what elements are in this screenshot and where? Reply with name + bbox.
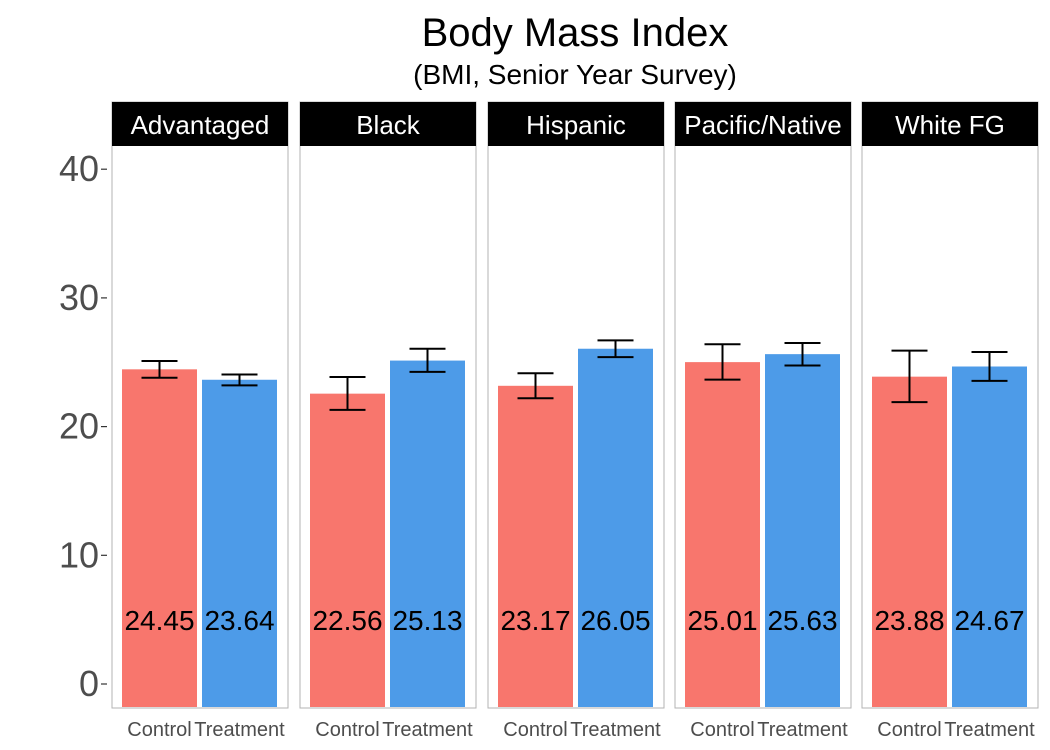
- x-tick-label: Control: [315, 719, 379, 741]
- bar-treatment: [765, 354, 840, 707]
- y-tick-label: 40: [59, 148, 99, 189]
- facet-strip: [112, 102, 288, 146]
- facet-panel: White FG 23.88 Control 24.67 Treatment: [861, 101, 1039, 741]
- x-tick-label: Control: [503, 719, 567, 741]
- y-tick-label: 0: [79, 663, 99, 704]
- facet-strip-label: Black: [356, 110, 421, 140]
- y-tick-label: 30: [59, 277, 99, 318]
- bar-value-label: 23.17: [500, 605, 570, 636]
- bar-control: [872, 376, 947, 707]
- y-tick-label: 10: [59, 534, 99, 575]
- error-bar: [221, 373, 258, 387]
- error-bar: [891, 349, 928, 404]
- bar-value-label: 24.45: [124, 605, 194, 636]
- facet-strip-label: White FG: [895, 110, 1005, 140]
- x-tick-label: Treatment: [570, 719, 661, 741]
- bar-value-label: 23.88: [874, 605, 944, 636]
- x-tick-label: Control: [877, 719, 941, 741]
- x-tick-label: Treatment: [944, 719, 1035, 741]
- bar-value-label: 24.67: [954, 605, 1024, 636]
- x-tick-label: Treatment: [194, 719, 285, 741]
- y-axis: 0 10 20 30 40: [59, 148, 107, 704]
- facet-panel: Hispanic 23.17 Control 26.05 Treatment: [487, 101, 665, 741]
- bar-value-label: 25.01: [687, 605, 757, 636]
- facet-panel: Advantaged 24.45 Control 23.64 Treatment: [111, 101, 289, 741]
- bar-control: [685, 362, 760, 707]
- x-tick-label: Treatment: [382, 719, 473, 741]
- facet-panels: Advantaged24.45Control23.64TreatmentBlac…: [111, 101, 1039, 741]
- facet-strip-label: Pacific/Native: [684, 110, 842, 140]
- bar-control: [122, 369, 197, 707]
- bar-value-label: 22.56: [312, 605, 382, 636]
- x-tick-label: Treatment: [757, 719, 848, 741]
- facet-strip: [300, 102, 476, 146]
- error-bar: [597, 339, 634, 359]
- error-bar: [409, 347, 446, 373]
- chart-subtitle: (BMI, Senior Year Survey): [413, 59, 737, 90]
- facet-strip-label: Hispanic: [526, 110, 626, 140]
- facet-panel: Pacific/Native 25.01 Control 25.63 Treatment: [674, 101, 852, 741]
- facet-strip: [675, 102, 851, 146]
- error-bar: [784, 341, 821, 367]
- error-bar: [329, 376, 366, 411]
- facet-strip: [862, 102, 1038, 146]
- bar-value-label: 23.64: [204, 605, 274, 636]
- y-tick-label: 20: [59, 406, 99, 447]
- bar-treatment: [390, 360, 465, 707]
- facet-strip: [488, 102, 664, 146]
- error-bar: [971, 350, 1008, 382]
- x-tick-label: Control: [127, 719, 191, 741]
- error-bar: [517, 372, 554, 400]
- bar-treatment: [578, 348, 653, 707]
- bar-value-label: 25.63: [767, 605, 837, 636]
- bar-treatment: [202, 379, 277, 707]
- facet-strip-label: Advantaged: [131, 110, 270, 140]
- error-bar: [704, 343, 741, 381]
- facet-panel: Black 22.56 Control 25.13 Treatment: [299, 101, 477, 741]
- bar-treatment: [952, 366, 1027, 707]
- bar-control: [310, 393, 385, 707]
- bar-value-label: 25.13: [392, 605, 462, 636]
- error-bar: [141, 359, 178, 379]
- bar-value-label: 26.05: [580, 605, 650, 636]
- chart-title: Body Mass Index: [422, 11, 729, 55]
- bar-control: [498, 385, 573, 707]
- x-tick-label: Control: [690, 719, 754, 741]
